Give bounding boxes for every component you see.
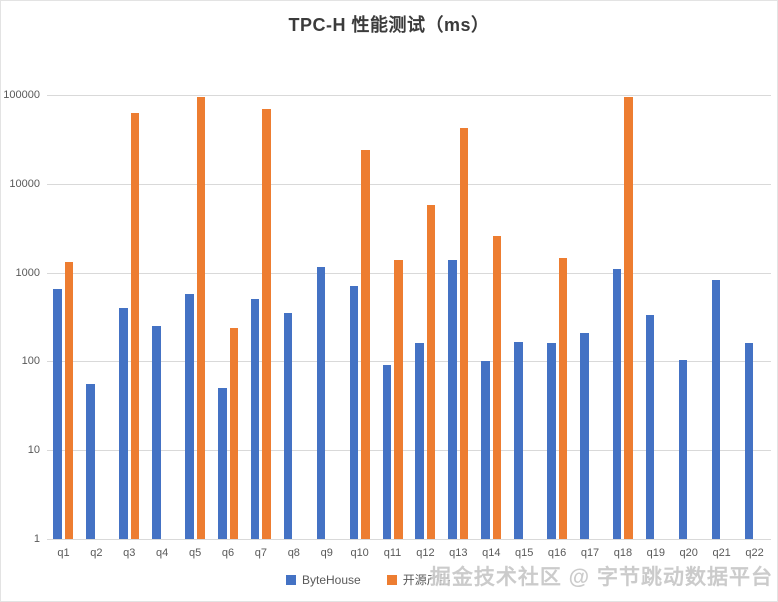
- y-axis-tick-label: 1: [33, 533, 40, 545]
- bar-q16-bytehouse: [547, 343, 556, 539]
- gridline-10000: [47, 183, 771, 185]
- bar-q8-bytehouse: [283, 313, 293, 539]
- legend-item-opensource: 开源产品: [386, 571, 451, 588]
- gridline-100000: [47, 95, 771, 96]
- x-axis-tick-label: q6: [221, 547, 235, 559]
- bar-q22-bytehouse: [744, 343, 754, 539]
- bar-q14-opensource: [492, 235, 502, 539]
- legend-swatch-bytehouse-icon: [286, 574, 296, 585]
- y-axis-tick-label: 10000: [9, 177, 40, 190]
- gridline-100: [47, 361, 771, 363]
- x-axis-tick-label: q19: [646, 547, 665, 559]
- bar-q12-bytehouse: [415, 343, 424, 539]
- legend-item-bytehouse: ByteHouse: [286, 573, 361, 587]
- bar-q3-bytehouse: [119, 307, 128, 539]
- x-axis-tick-label: q11: [383, 547, 402, 559]
- bar-q6-bytehouse: [218, 388, 227, 539]
- x-axis-tick-label: q20: [679, 547, 698, 559]
- y-axis-tick-label: 100000: [3, 89, 40, 101]
- x-axis-tick-label: q3: [123, 547, 136, 559]
- x-axis-tick-label: q18: [613, 547, 633, 559]
- x-axis-tick-label: q8: [287, 547, 300, 559]
- bar-q10-opensource: [361, 150, 370, 539]
- x-axis-tick-label: q9: [320, 547, 333, 559]
- x-axis-tick-label: q16: [547, 547, 567, 559]
- y-axis-tick-label: 1000: [15, 266, 40, 279]
- bar-q7-opensource: [262, 108, 271, 539]
- x-axis-tick-label: q17: [580, 547, 600, 559]
- bar-q11-opensource: [394, 259, 403, 539]
- x-axis-tick-label: q22: [745, 547, 764, 559]
- bar-q3-opensource: [130, 113, 140, 539]
- bar-q9-bytehouse: [316, 267, 326, 539]
- bar-q13-opensource: [459, 128, 469, 539]
- x-axis-tick-label: q12: [416, 547, 435, 559]
- bar-q5-opensource: [196, 96, 206, 539]
- legend: ByteHouse 开源产品: [286, 571, 451, 588]
- x-axis-tick-label: q13: [449, 547, 468, 559]
- bar-q13-bytehouse: [448, 259, 457, 539]
- bar-q1-opensource: [64, 262, 74, 539]
- bar-q2-bytehouse: [86, 384, 95, 539]
- bar-q6-opensource: [229, 327, 238, 539]
- y-axis-tick-label: 10: [27, 444, 40, 457]
- bar-q21-bytehouse: [711, 279, 721, 539]
- bar-q18-opensource: [624, 96, 633, 539]
- bar-q10-bytehouse: [349, 286, 359, 539]
- bar-q5-bytehouse: [185, 293, 194, 539]
- bar-q12-opensource: [426, 204, 436, 539]
- x-axis-tick-label: q5: [188, 547, 202, 559]
- bar-q15-bytehouse: [514, 342, 523, 539]
- legend-label-opensource: 开源产品: [402, 573, 451, 587]
- bar-q7-bytehouse: [250, 299, 260, 539]
- bar-q16-opensource: [558, 258, 568, 539]
- watermark: 掘金技术社区 @ 字节跳动数据平台: [429, 566, 773, 589]
- bar-q4-bytehouse: [152, 326, 161, 539]
- x-axis-tick-label: q21: [712, 547, 731, 559]
- legend-swatch-opensource-icon: [386, 574, 397, 585]
- x-axis-tick-label: q14: [482, 547, 501, 559]
- x-axis-tick-label: q10: [350, 547, 369, 559]
- x-axis-tick-label: q2: [90, 547, 103, 559]
- gridline-10: [47, 450, 771, 452]
- legend-label-bytehouse: ByteHouse: [302, 572, 361, 587]
- chart-title: TPC-H 性能测试（ms）: [288, 15, 490, 35]
- bar-q19-bytehouse: [645, 315, 655, 539]
- bar-q18-bytehouse: [612, 268, 622, 539]
- x-axis-tick-label: q1: [57, 547, 70, 559]
- bar-q17-bytehouse: [580, 332, 589, 539]
- bar-q1-bytehouse: [53, 289, 62, 539]
- bar-q11-bytehouse: [382, 365, 392, 539]
- bar-q20-bytehouse: [678, 359, 688, 539]
- bar-q14-bytehouse: [481, 361, 490, 539]
- y-axis-tick-label: 100: [21, 355, 40, 368]
- x-axis-tick-label: q4: [156, 547, 169, 559]
- x-axis-tick-label: q7: [254, 547, 268, 559]
- gridline-1000: [47, 272, 771, 274]
- x-axis-tick-label: q15: [514, 547, 534, 559]
- gridline-1: [47, 539, 771, 540]
